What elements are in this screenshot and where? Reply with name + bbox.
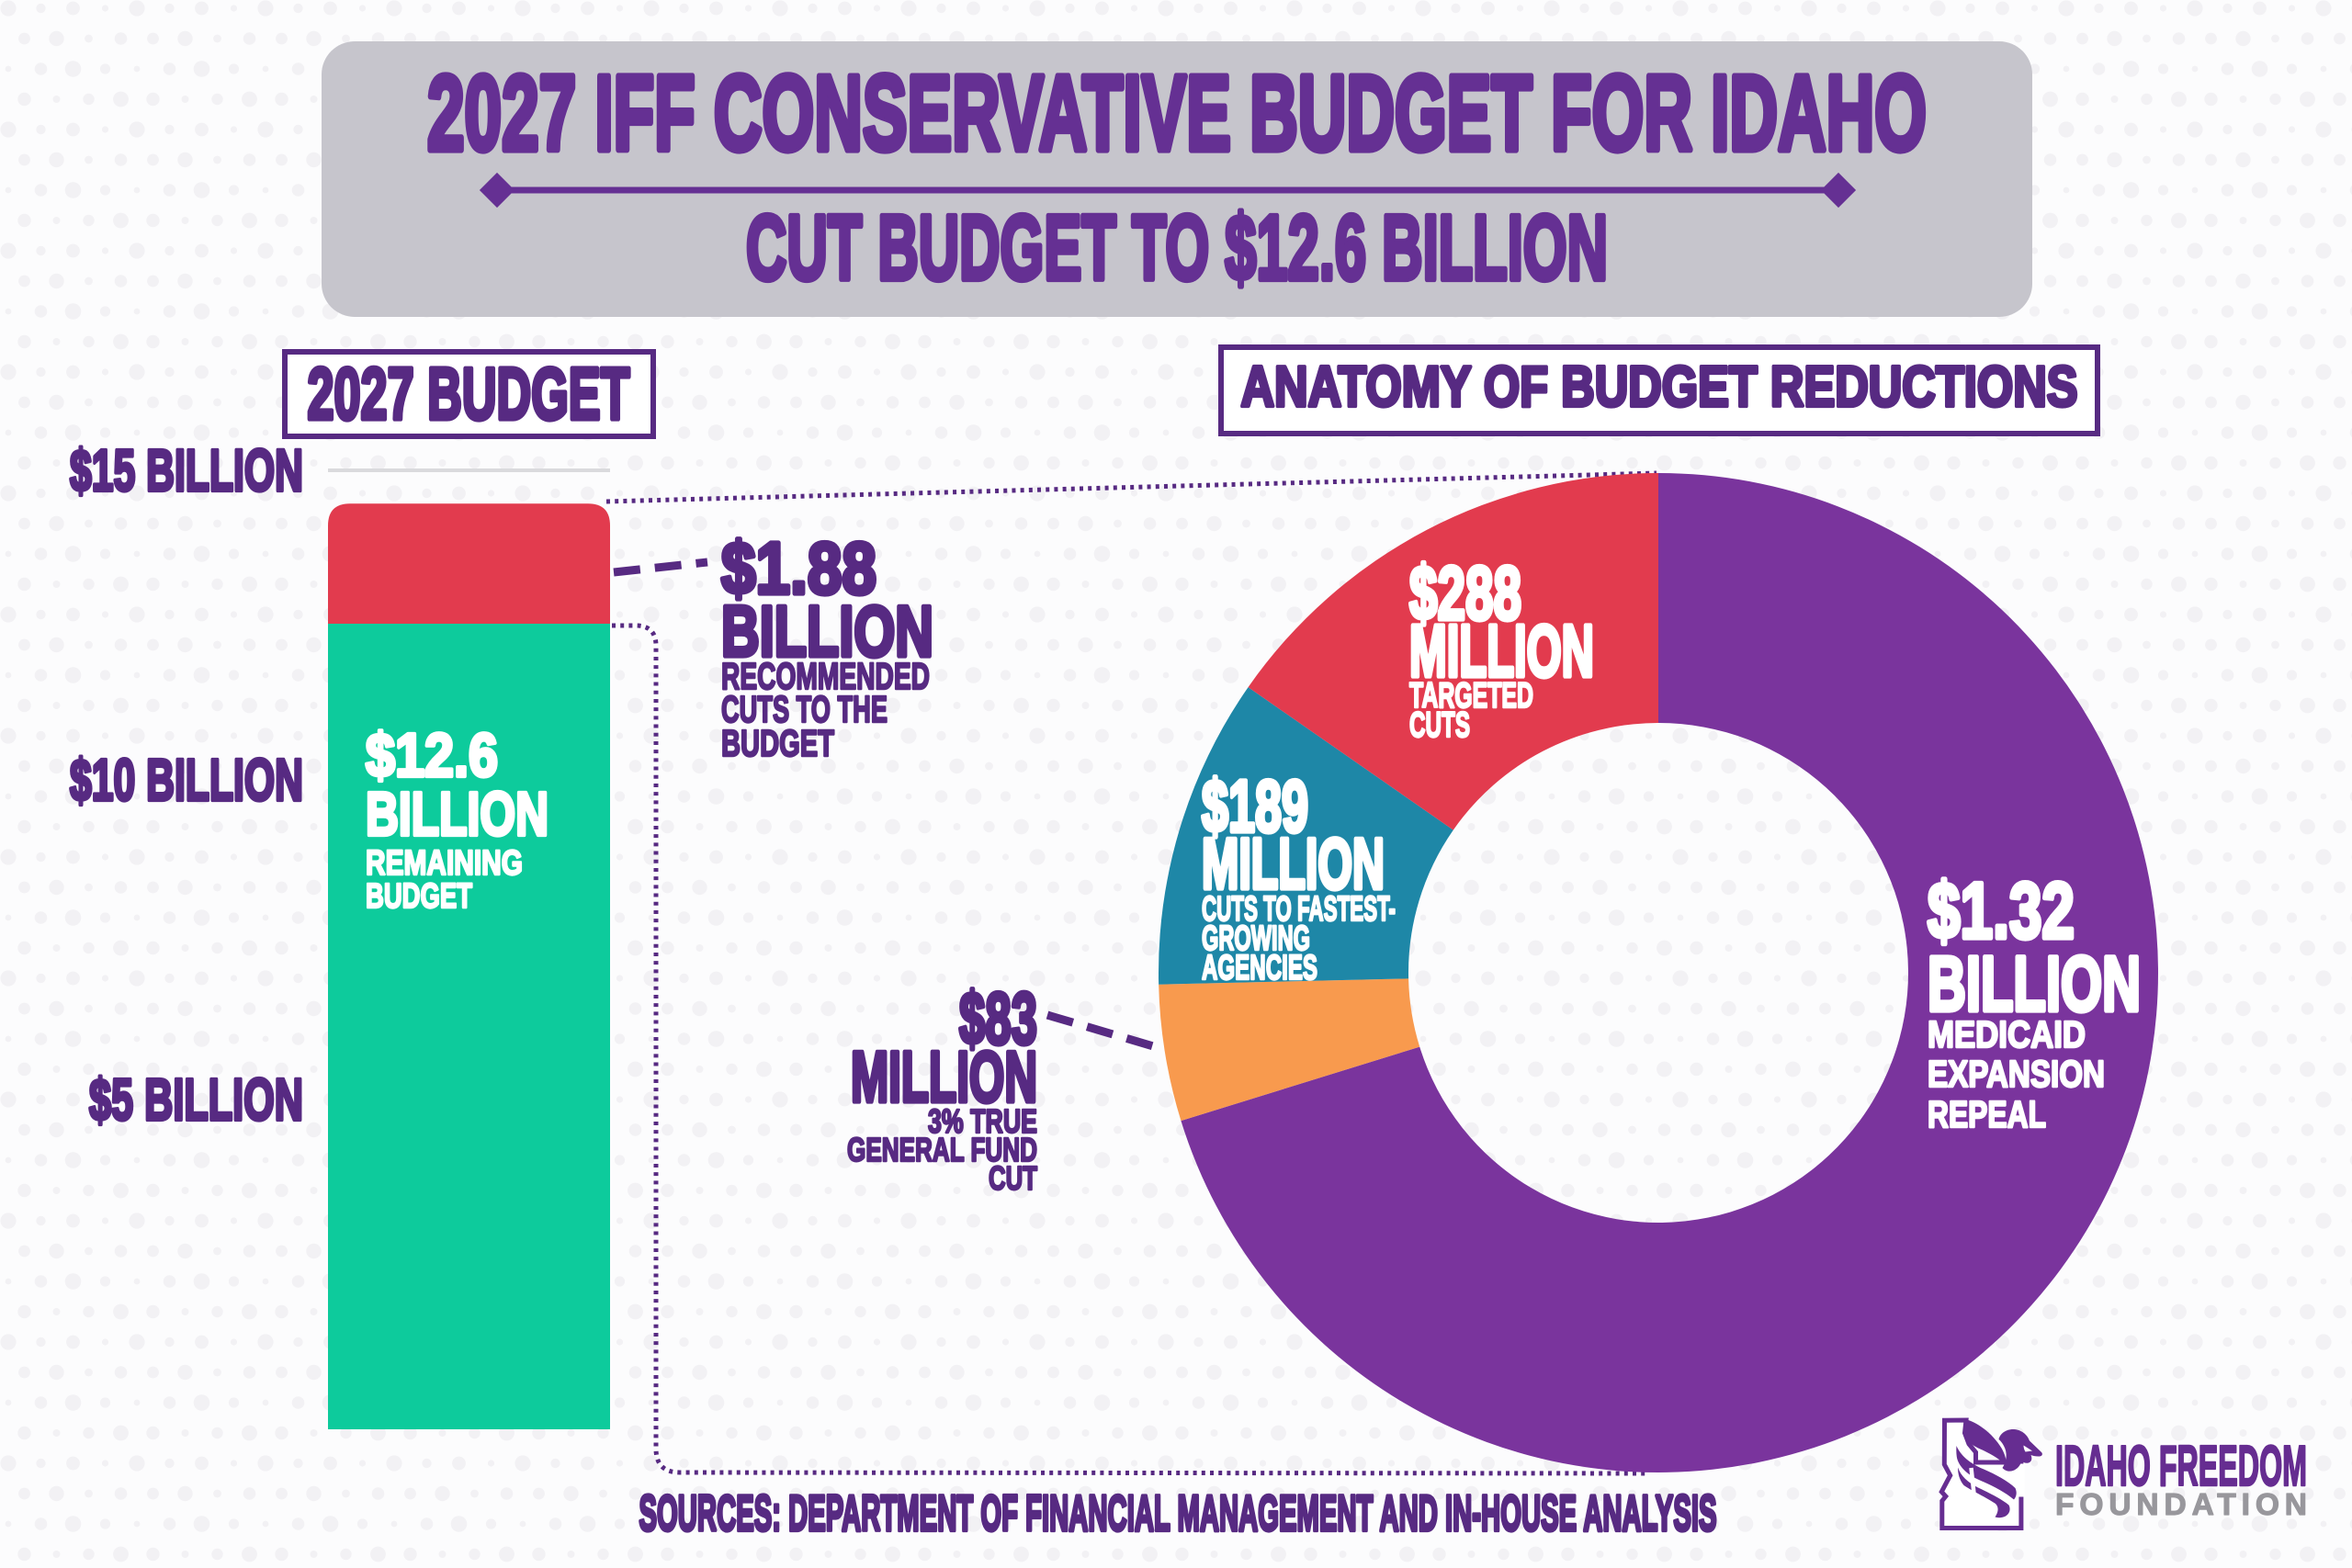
- expansion-connectors: [605, 470, 1657, 1476]
- donut-chart-title-box-frame: [1218, 344, 2100, 436]
- medicaid-unit: BILLION: [1928, 941, 2141, 1027]
- bar-label-amount: $12.6: [366, 721, 498, 790]
- donut-slices: [1159, 473, 2158, 1473]
- axis-label-10b: $10 BILLION: [70, 747, 303, 813]
- fastest-unit: MILLION: [1202, 823, 1385, 904]
- targeted-desc2: CUTS: [1409, 705, 1470, 745]
- border-eraser: [2018, 1463, 2025, 1497]
- donut-chart-title-box: ANATOMY OF BUDGET REDUCTIONS: [1218, 344, 2100, 436]
- bar-chart-title-box: 2027 BUDGET: [282, 349, 656, 439]
- donut-label-targeted: $288 MILLION TARGETED CUTS: [1407, 547, 1596, 746]
- idaho-state-eagle-icon: [1939, 1417, 2042, 1530]
- fastest-desc3: AGENCIES: [1202, 949, 1317, 987]
- gridline-15b: [328, 468, 610, 472]
- cuts-callout: $1.88 BILLION RECOMMENDED CUTS TO THE BU…: [718, 525, 935, 765]
- bar-label: $12.6 BILLION REMAINING BUDGET: [364, 719, 550, 917]
- medicaid-desc3: REPEAL: [1928, 1093, 2046, 1135]
- eagle-wing-gap3: [1969, 1467, 1976, 1495]
- dashed-connector-generalfund: [1046, 1010, 1161, 1053]
- eagle-wing-feather3: [1958, 1467, 2010, 1518]
- fastest-desc2: GROWING: [1202, 919, 1310, 958]
- donut-label-medicaid: $1.32 BILLION MEDICAID EXPANSION REPEAL: [1925, 864, 2143, 1136]
- logo-name-bottom: FOUNDATION: [2055, 1488, 2307, 1522]
- bar-chart-title: 2027 BUDGET: [308, 353, 630, 434]
- generalfund-desc3: CUT: [989, 1159, 1037, 1197]
- medicaid-desc1: MEDICAID: [1928, 1013, 2086, 1055]
- divider-diamond-right: [1820, 172, 1857, 209]
- fastest-desc1: CUTS TO FASTEST-: [1202, 890, 1396, 929]
- bar-label-unit: BILLION: [366, 780, 548, 849]
- donut-slice-medicaid: [1181, 473, 2158, 1473]
- eagle-wing-feather2: [1956, 1446, 2017, 1500]
- bar-label-desc1: REMAINING: [366, 844, 523, 883]
- bar-segment-cuts: [328, 503, 610, 625]
- medicaid-amount: $1.32: [1928, 867, 2075, 955]
- axis-label-5b: $5 BILLION: [89, 1066, 303, 1133]
- targeted-unit: MILLION: [1409, 610, 1594, 692]
- bar-segments: [328, 503, 610, 1429]
- header-banner: 2027 IFF CONSERVATIVE BUDGET FOR IDAHO C…: [322, 41, 2032, 317]
- donut-chart-title: ANATOMY OF BUDGET REDUCTIONS: [1241, 355, 2078, 419]
- bar-chart-axis: $15 BILLION $10 BILLION $5 BILLION: [68, 435, 305, 1134]
- targeted-desc1: TARGETED: [1409, 676, 1533, 716]
- bar-segment-remaining: [328, 624, 610, 1429]
- donut-slice-targeted: [1248, 473, 1658, 830]
- eagle-eye: [2023, 1445, 2032, 1452]
- header-subtitle: CUT BUDGET TO $12.6 BILLION: [746, 197, 1608, 299]
- targeted-amount: $288: [1409, 550, 1521, 636]
- donut-label-fastest: $189 MILLION CUTS TO FASTEST- GROWING AG…: [1199, 762, 1396, 988]
- eagle-wing-feather1: [1964, 1419, 2007, 1466]
- cuts-callout-amount: $1.88: [721, 527, 876, 609]
- dotted-connector-top: [605, 470, 1657, 504]
- sources-line: SOURCES: DEPARTMENT OF FINANCIAL MANAGEM…: [639, 1484, 1717, 1541]
- generalfund-desc2: GENERAL FUND: [847, 1131, 1037, 1168]
- header-title: 2027 IFF CONSERVATIVE BUDGET FOR IDAHO: [427, 53, 1927, 173]
- bar-label-desc2: BUDGET: [366, 877, 472, 916]
- generalfund-amount: $83: [959, 977, 1037, 1059]
- cuts-callout-desc3: BUDGET: [721, 722, 834, 764]
- callout-connectors: [613, 558, 1161, 1053]
- axis-label-15b: $15 BILLION: [70, 437, 303, 503]
- donut-slice-fastest: [1159, 687, 1453, 985]
- cuts-callout-unit: BILLION: [721, 591, 933, 671]
- bar-chart-title-box-frame: [282, 349, 656, 439]
- donut-label-generalfund: $83 MILLION 3% TRUE GENERAL FUND CUT: [846, 975, 1040, 1198]
- eagle-head: [1998, 1428, 2042, 1472]
- generalfund-unit: MILLION: [851, 1036, 1037, 1117]
- fastest-amount: $189: [1202, 765, 1308, 847]
- cuts-callout-desc1: RECOMMENDED: [721, 655, 930, 697]
- dashed-connector-cuts: [613, 558, 708, 577]
- iff-logo: IDAHO FREEDOM FOUNDATION: [1939, 1417, 2308, 1530]
- medicaid-desc2: EXPANSION: [1928, 1053, 2105, 1095]
- header-banner-bg: [322, 41, 2032, 317]
- generalfund-desc1: 3% TRUE: [928, 1102, 1037, 1140]
- cuts-callout-desc2: CUTS TO THE: [721, 688, 888, 730]
- logo-name-top: IDAHO FREEDOM: [2055, 1435, 2307, 1498]
- donut-slice-generalfund: [1159, 978, 1420, 1122]
- dotted-connector-bottom: [612, 623, 1650, 1476]
